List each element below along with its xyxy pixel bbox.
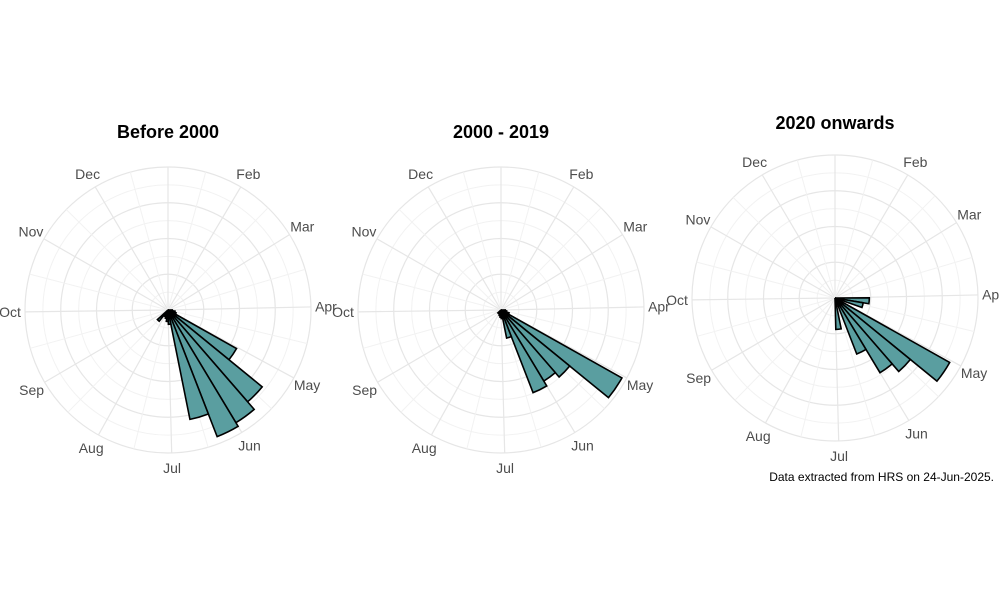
bar-7 [834, 297, 868, 356]
month-label-jul: Jul [496, 460, 514, 476]
bar-8 [500, 309, 513, 339]
month-label-aug: Aug [412, 440, 437, 456]
month-label-may: May [627, 377, 653, 393]
month-label-jun: Jun [905, 425, 928, 441]
month-label-nov: Nov [685, 211, 710, 227]
bar-2 [834, 297, 865, 309]
month-label-dec: Dec [408, 166, 433, 182]
month-label-jul: Jul [830, 448, 848, 464]
bar-5 [500, 309, 571, 379]
polar-grid [24, 166, 312, 454]
month-label-apr: Apr [315, 299, 337, 315]
panel-title: 2020 onwards [775, 113, 894, 133]
bar-4 [834, 297, 951, 383]
month-label-jun: Jun [238, 437, 261, 453]
month-label-apr: Apr [982, 287, 1000, 303]
panel-title: Before 2000 [117, 122, 219, 142]
bar-7 [500, 309, 548, 394]
rose-panel-1: Before 2000 Feb Mar Apr May Jun Jul Aug Sep Oct No… [0, 122, 337, 476]
month-label-sep: Sep [19, 382, 44, 398]
month-label-mar: Mar [623, 219, 647, 235]
bars [834, 297, 951, 383]
month-label-feb: Feb [569, 166, 593, 182]
panel-title: 2000 - 2019 [453, 122, 549, 142]
month-label-aug: Aug [79, 440, 104, 456]
month-label-oct: Oct [332, 304, 354, 320]
month-label-may: May [294, 377, 320, 393]
month-label-dec: Dec [742, 154, 767, 170]
month-label-feb: Feb [903, 154, 927, 170]
month-label-nov: Nov [18, 223, 43, 239]
month-label-feb: Feb [236, 166, 260, 182]
month-label-dec: Dec [75, 166, 100, 182]
bar-6 [834, 297, 894, 374]
month-label-sep: Sep [352, 382, 377, 398]
month-label-oct: Oct [0, 304, 21, 320]
month-label-oct: Oct [666, 292, 688, 308]
month-label-jul: Jul [163, 460, 181, 476]
rose-panel-3: 2020 onwards Feb Mar Apr May Jun Jul Aug Sep Oct N… [666, 113, 1000, 464]
bar-8 [167, 309, 210, 421]
bar-4 [500, 309, 623, 399]
bar-14 [156, 309, 169, 323]
month-label-mar: Mar [957, 207, 981, 223]
bar-14 [496, 309, 502, 315]
bars [496, 309, 623, 399]
month-label-jun: Jun [571, 437, 594, 453]
month-label-nov: Nov [351, 223, 376, 239]
month-label-sep: Sep [686, 370, 711, 386]
bars [156, 309, 264, 438]
month-label-aug: Aug [746, 428, 771, 444]
bar-7 [167, 309, 240, 438]
bar-9 [834, 297, 843, 331]
bar-5 [834, 297, 912, 373]
rose-panel-2: 2000 - 2019 Feb Mar Apr May Jun Jul Aug Sep Oct No… [332, 122, 670, 476]
month-label-mar: Mar [290, 219, 314, 235]
month-label-apr: Apr [648, 299, 670, 315]
month-label-may: May [961, 365, 987, 381]
source-caption: Data extracted from HRS on 24-Jun-2025. [769, 470, 994, 484]
